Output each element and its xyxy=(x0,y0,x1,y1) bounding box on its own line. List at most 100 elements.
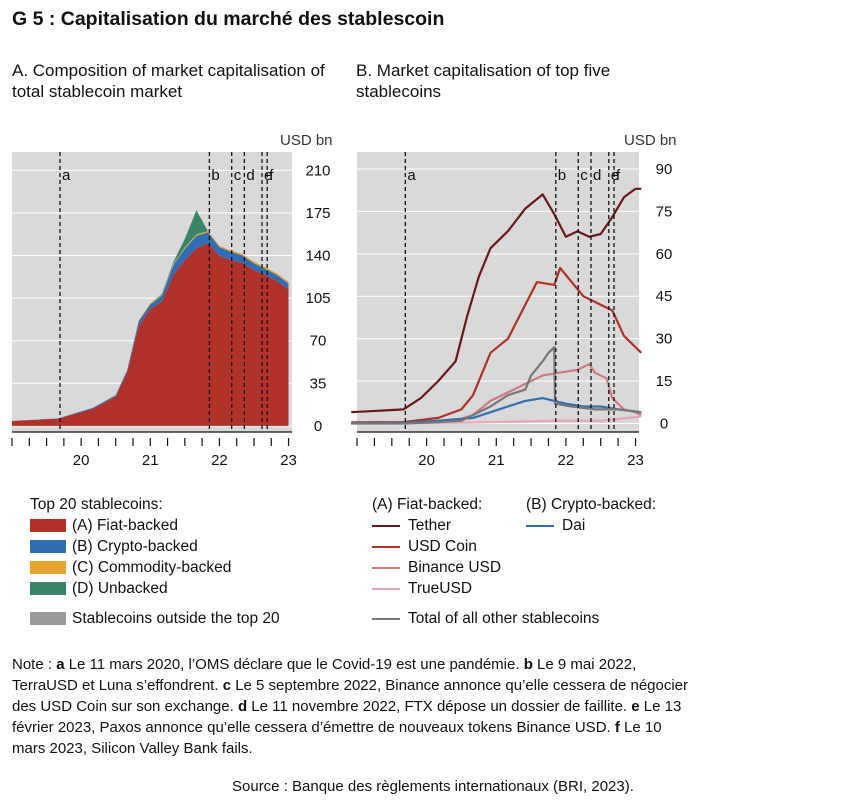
note-text-b: Le 9 mai 2022, TerraUSD et Luna s’effond… xyxy=(12,656,637,694)
line-series-5 xyxy=(351,346,642,425)
legend-item-usdc: USD Coin xyxy=(372,536,599,557)
legend-heading-top20: Top 20 stablecoins: xyxy=(30,496,163,513)
x-tick-label-a: 23 xyxy=(280,452,297,469)
legend-label: USD Coin xyxy=(408,538,477,555)
legend-item-fiat: (A) Fiat-backed xyxy=(30,515,280,536)
legend-label: (A) Fiat-backed xyxy=(72,517,178,534)
legend-label: (C) Commodity-backed xyxy=(72,559,232,576)
x-tick-label-b: 20 xyxy=(418,452,435,469)
fiat-swatch xyxy=(30,519,66,533)
event-label-a: a xyxy=(62,167,71,184)
legend-label: (D) Unbacked xyxy=(72,580,168,597)
y-tick-label-a: 0 xyxy=(314,418,322,435)
note-key-b: b xyxy=(523,656,533,673)
event-label-c: c xyxy=(580,167,588,184)
legend-item-commodity: (C) Commodity-backed xyxy=(30,557,280,578)
note-key-d: d xyxy=(237,698,248,715)
x-tick-label-b: 22 xyxy=(558,452,575,469)
note-prefix: Note : xyxy=(12,656,57,673)
legend-label: Tether xyxy=(408,517,452,534)
legend-item-crypto: (B) Crypto-backed xyxy=(30,536,280,557)
legend-left: Top 20 stablecoins: (A) Fiat-backed (B) … xyxy=(30,494,280,629)
y-tick-label-b: 45 xyxy=(656,288,673,305)
legend-label: Dai xyxy=(562,517,586,534)
x-tick-label-b: 21 xyxy=(488,452,505,469)
x-tick-label-a: 21 xyxy=(142,452,159,469)
legend-label: Stablecoins outside the top 20 xyxy=(72,610,280,627)
y-tick-label-a: 175 xyxy=(305,205,330,222)
source-line: Source : Banque des règlements internati… xyxy=(232,778,634,795)
y-tick-label-b: 15 xyxy=(656,373,673,390)
outside-swatch xyxy=(30,612,66,626)
figure-title: G 5 : Capitalisation du marché des stabl… xyxy=(12,8,445,30)
note-key-a: a xyxy=(56,656,65,673)
legend-label: Binance USD xyxy=(408,559,502,576)
event-label-c: c xyxy=(234,167,242,184)
legend-item-unbacked: (D) Unbacked xyxy=(30,578,280,599)
panel-a-unit: USD bn xyxy=(280,132,333,149)
busd-line xyxy=(372,566,400,569)
y-tick-label-a: 105 xyxy=(305,290,330,307)
tusd-line xyxy=(372,587,400,590)
legend-label: Total of all other stablecoins xyxy=(408,610,600,627)
legend-fiat: (A) Fiat-backed: Tether USD Coin Binance… xyxy=(372,494,599,629)
dai-line xyxy=(526,524,554,527)
event-label-d: d xyxy=(593,167,601,184)
legend-item-busd: Binance USD xyxy=(372,557,599,578)
y-tick-label-b: 75 xyxy=(656,203,673,220)
note-text-c: Le 5 septembre 2022, Binance annonce qu’… xyxy=(12,677,689,715)
legend-heading-fiat: (A) Fiat-backed: xyxy=(372,496,483,513)
y-tick-label-a: 140 xyxy=(305,247,330,264)
legend-label: (B) Crypto-backed xyxy=(72,538,198,555)
legend-item-outside: Stablecoins outside the top 20 xyxy=(30,608,280,629)
legend-heading-crypto: (B) Crypto-backed: xyxy=(526,496,657,513)
event-label-b: b xyxy=(211,167,219,184)
crypto-swatch xyxy=(30,540,66,554)
legend-item-tusd: TrueUSD xyxy=(372,578,599,599)
tether-line xyxy=(372,524,400,527)
x-tick-label-a: 22 xyxy=(211,452,228,469)
event-label-e: e xyxy=(611,167,619,184)
note-text-f: Le 10 mars 2023, Silicon Valley Bank fai… xyxy=(12,719,662,757)
legend-item-tether: Tether xyxy=(372,515,599,536)
commodity-swatch xyxy=(30,561,66,575)
x-tick-label-b: 23 xyxy=(627,452,644,469)
note-text-d: Le 11 novembre 2022, FTX dépose un dossi… xyxy=(247,698,632,715)
unbacked-swatch xyxy=(30,582,66,596)
note-text-e: Le 13 février 2023, Paxos annonce qu’ell… xyxy=(12,698,682,736)
panel-b-unit: USD bn xyxy=(624,132,677,149)
panel-a-title: A. Composition of market capitalisation … xyxy=(12,61,325,101)
y-tick-label-a: 70 xyxy=(310,333,327,350)
event-label-a: a xyxy=(407,167,416,184)
note-key-e: e xyxy=(631,698,640,715)
event-label-b: b xyxy=(558,167,566,184)
event-label-e: e xyxy=(264,167,272,184)
legend-item-dai: Dai xyxy=(526,515,656,536)
area-series-0 xyxy=(12,243,289,426)
y-tick-label-b: 60 xyxy=(656,246,673,263)
legend-crypto: (B) Crypto-backed: Dai xyxy=(526,494,656,536)
note-text-a: Le 11 mars 2020, l’OMS déclare que le Co… xyxy=(64,656,524,673)
line-series-0 xyxy=(351,187,642,414)
line-series-1 xyxy=(351,266,643,424)
note-key-f: f xyxy=(614,719,620,736)
footnote: Note : a Le 11 mars 2020, l’OMS déclare … xyxy=(12,654,692,759)
line-series-4 xyxy=(351,397,642,425)
y-tick-label-b: 0 xyxy=(660,416,668,433)
event-label-f: f xyxy=(269,167,274,184)
legend-label: TrueUSD xyxy=(408,580,473,597)
note-key-c: c xyxy=(222,677,232,694)
legend-item-other: Total of all other stablecoins xyxy=(372,608,599,629)
panel-b-title: B. Market capitalisation of top five sta… xyxy=(356,61,611,101)
x-tick-label-a: 20 xyxy=(73,452,90,469)
usdc-line xyxy=(372,545,400,548)
y-tick-label-a: 35 xyxy=(310,375,327,392)
other-line xyxy=(372,617,400,620)
y-tick-label-b: 90 xyxy=(656,161,673,178)
event-label-f: f xyxy=(616,167,621,184)
y-tick-label-b: 30 xyxy=(656,331,673,348)
y-tick-label-a: 210 xyxy=(305,162,330,179)
event-label-d: d xyxy=(246,167,254,184)
plot-background-b xyxy=(357,152,639,432)
